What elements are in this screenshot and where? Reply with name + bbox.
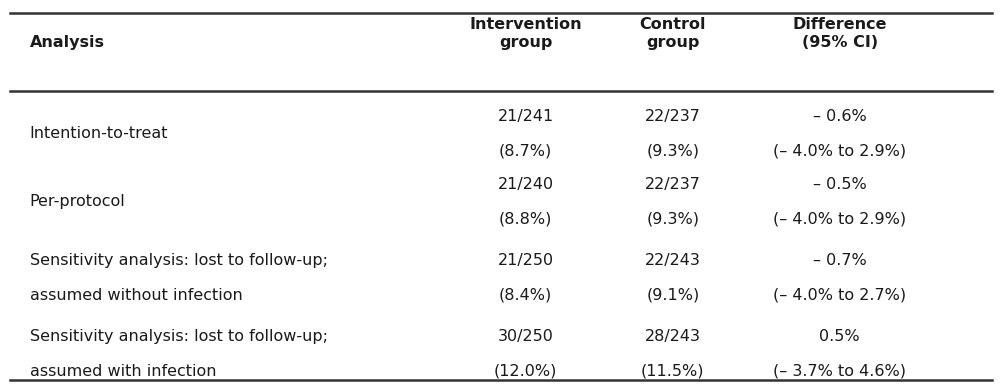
Text: 0.5%: 0.5%: [820, 329, 860, 345]
Text: – 0.7%: – 0.7%: [813, 253, 867, 268]
Text: (– 4.0% to 2.9%): (– 4.0% to 2.9%): [774, 211, 907, 227]
Text: 21/240: 21/240: [497, 177, 554, 192]
Text: Intervention
group: Intervention group: [469, 17, 582, 50]
Text: (9.3%): (9.3%): [646, 211, 699, 227]
Text: assumed without infection: assumed without infection: [30, 288, 242, 303]
Text: Analysis: Analysis: [30, 35, 104, 50]
Text: 21/241: 21/241: [497, 109, 554, 124]
Text: Sensitivity analysis: lost to follow-up;: Sensitivity analysis: lost to follow-up;: [30, 253, 328, 268]
Text: (12.0%): (12.0%): [494, 364, 557, 379]
Text: assumed with infection: assumed with infection: [30, 364, 216, 379]
Text: (– 4.0% to 2.7%): (– 4.0% to 2.7%): [774, 288, 907, 303]
Text: 30/250: 30/250: [498, 329, 553, 345]
Text: 22/243: 22/243: [645, 253, 700, 268]
Text: (– 3.7% to 4.6%): (– 3.7% to 4.6%): [774, 364, 906, 379]
Text: Control
group: Control group: [639, 17, 706, 50]
Text: – 0.5%: – 0.5%: [813, 177, 867, 192]
Text: (8.4%): (8.4%): [499, 288, 552, 303]
Text: 22/237: 22/237: [645, 109, 700, 124]
Text: Intention-to-treat: Intention-to-treat: [30, 126, 168, 141]
Text: (8.8%): (8.8%): [499, 211, 552, 227]
Text: (11.5%): (11.5%): [641, 364, 704, 379]
Text: 28/243: 28/243: [645, 329, 700, 345]
Text: (– 4.0% to 2.9%): (– 4.0% to 2.9%): [774, 143, 907, 158]
Text: 21/250: 21/250: [497, 253, 554, 268]
Text: (9.1%): (9.1%): [646, 288, 699, 303]
Text: (9.3%): (9.3%): [646, 143, 699, 158]
Text: – 0.6%: – 0.6%: [813, 109, 867, 124]
Text: Difference
(95% CI): Difference (95% CI): [793, 17, 887, 50]
Text: Sensitivity analysis: lost to follow-up;: Sensitivity analysis: lost to follow-up;: [30, 329, 328, 345]
Text: (8.7%): (8.7%): [499, 143, 552, 158]
Text: Per-protocol: Per-protocol: [30, 194, 125, 210]
Text: 22/237: 22/237: [645, 177, 700, 192]
